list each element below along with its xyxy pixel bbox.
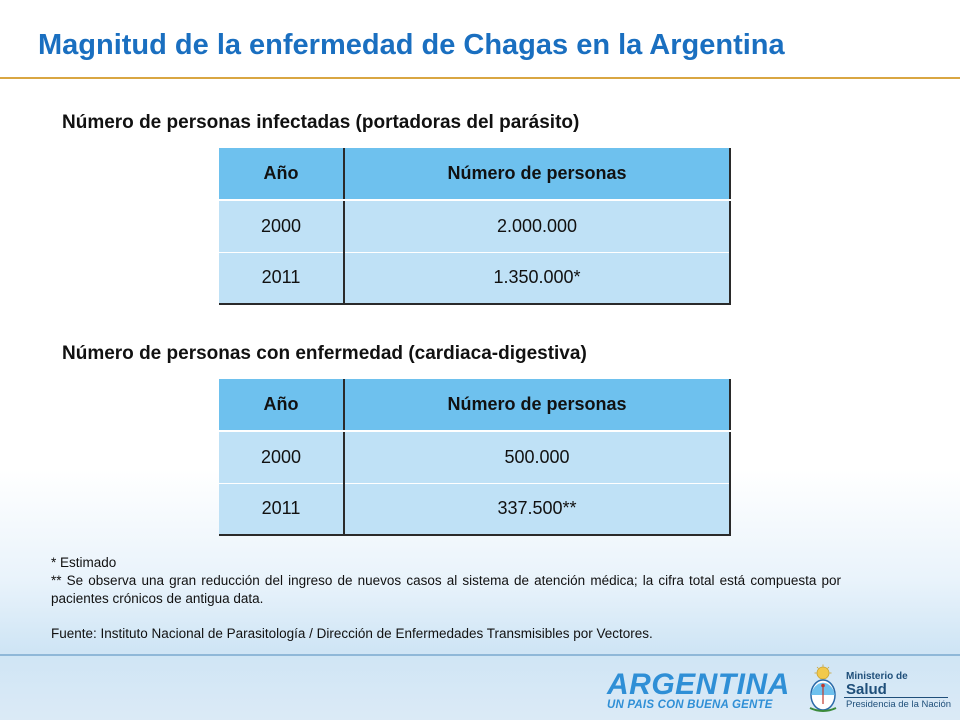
column-header-count: Número de personas — [344, 379, 731, 432]
table-header-row: Año Número de personas — [219, 379, 731, 432]
cell-count: 2.000.000 — [344, 200, 731, 253]
section-heading-disease: Número de personas con enfermedad (cardi… — [62, 343, 587, 364]
footnote-reduction: ** Se observa una gran reducción del ing… — [51, 573, 841, 606]
cell-year: 2011 — [219, 483, 345, 536]
title-divider — [0, 77, 960, 79]
argentina-logo: ARGENTINA UN PAIS CON BUENA GENTE — [607, 668, 790, 712]
table-row: 2000 2.000.000 — [219, 200, 731, 253]
cell-year: 2011 — [219, 252, 345, 305]
cell-year: 2000 — [219, 200, 345, 253]
table-infected: Año Número de personas 2000 2.000.000 20… — [219, 148, 731, 305]
cell-count: 500.000 — [344, 431, 731, 484]
ministry-name: Salud — [846, 681, 887, 698]
logo-wordmark: ARGENTINA — [607, 668, 790, 701]
presidency-label: Presidencia de la Nación — [846, 699, 952, 710]
ministry-divider — [844, 697, 948, 698]
table-header-row: Año Número de personas — [219, 148, 731, 201]
cell-count: 337.500** — [344, 483, 731, 536]
page-title: Magnitud de la enfermedad de Chagas en l… — [38, 29, 785, 61]
ministry-label: Ministerio de — [846, 671, 908, 682]
cell-year: 2000 — [219, 431, 345, 484]
footnotes: * Estimado ** Se observa una gran reducc… — [51, 554, 841, 643]
ministry-logo: Ministerio de Salud Presidencia de la Na… — [806, 664, 954, 716]
logo-tagline: UN PAIS CON BUENA GENTE — [607, 699, 773, 711]
argentina-coat-of-arms-icon — [809, 664, 837, 712]
section-heading-infected: Número de personas infectadas (portadora… — [62, 112, 580, 133]
table-disease: Año Número de personas 2000 500.000 2011… — [219, 379, 731, 536]
cell-count: 1.350.000* — [344, 252, 731, 305]
column-header-year: Año — [219, 148, 345, 201]
table-row: 2011 1.350.000* — [219, 252, 731, 305]
footnote-estimated: * Estimado — [51, 555, 117, 570]
column-header-year: Año — [219, 379, 345, 432]
table-row: 2011 337.500** — [219, 483, 731, 536]
table-row: 2000 500.000 — [219, 431, 731, 484]
footer-divider — [0, 654, 960, 656]
source-note: Fuente: Instituto Nacional de Parasitolo… — [51, 626, 653, 641]
column-header-count: Número de personas — [344, 148, 731, 201]
